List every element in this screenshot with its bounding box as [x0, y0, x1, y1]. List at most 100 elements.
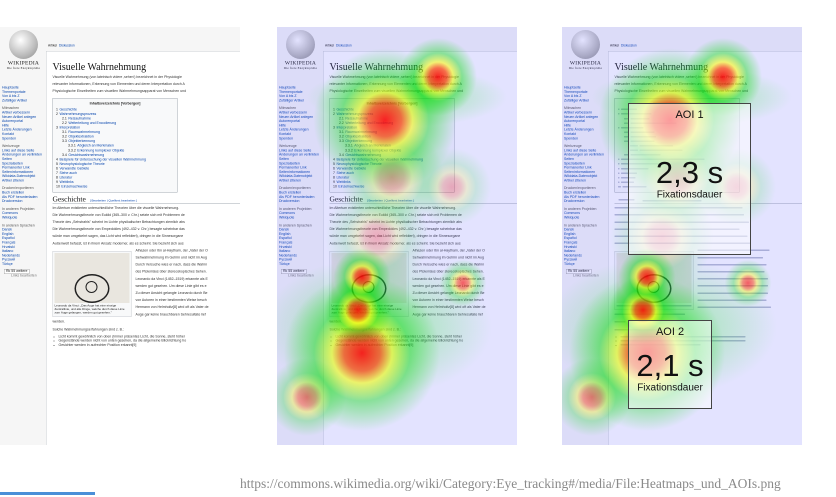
sidebar-link[interactable]: Spenden [2, 136, 17, 141]
toc-item[interactable]: 3.3 Objekterkennung [56, 139, 174, 144]
sidebar-link[interactable]: Links auf diese Seite [2, 148, 35, 153]
sidebar-link[interactable]: Permanenter Link [2, 166, 30, 170]
toc-item[interactable]: 3.4 Gesichtswahrnehmung [56, 153, 174, 158]
sidebar-link[interactable]: Wikiquote [564, 216, 580, 220]
edit-links-link[interactable]: Links bearbeiten [288, 274, 314, 278]
sidebar-link[interactable]: Wikidata-Datenobjekt [2, 174, 36, 179]
sidebar-link[interactable]: Artikel zitieren [564, 178, 586, 183]
sidebar-link[interactable]: Hrvatski [2, 245, 15, 249]
sidebar-link[interactable]: Druckversion [2, 199, 23, 204]
toc-number: 1 [56, 107, 58, 112]
sidebar-link[interactable]: Änderungen an verlinkten Seiten [279, 153, 319, 161]
toc-label: Einzelnachweise [338, 185, 365, 189]
paragraph: werden gut gesehen. Um diese Linie gibt … [135, 284, 207, 288]
edit-links-link[interactable]: Links bearbeiten [11, 274, 37, 278]
toc-title[interactable]: Inhaltsverzeichnis [Verbergen] [89, 101, 141, 106]
toc-item[interactable]: 1 Geschichte [56, 107, 174, 112]
sidebar-link[interactable]: Italiano [2, 249, 14, 254]
sidebar-link[interactable]: Türkçe [279, 262, 290, 266]
eye-diagram-image[interactable] [331, 252, 407, 303]
wikipedia-logo[interactable]: WIKIPEDIA Die freie Enzyklopädie [283, 30, 318, 70]
toc-item[interactable]: 2.1 Reizaufnahme [56, 116, 174, 121]
sidebar-link[interactable]: Hauptseite [2, 86, 19, 90]
tab-1[interactable]: Diskussion [336, 44, 352, 48]
sidebar-link[interactable]: Seiteninformationen [2, 170, 34, 174]
toc-item[interactable]: 3.3.2 Erkennung komplexer Objekte [56, 148, 174, 153]
toc-number: 9 [333, 180, 335, 185]
sidebar-link[interactable]: Русский [2, 258, 15, 262]
sidebar-link[interactable]: Als PDF herunterladen [2, 195, 38, 199]
text-placeholder-line [618, 172, 620, 174]
sidebar-link[interactable]: Dansk [2, 228, 12, 232]
paragraph: Außenwelt befasst, ist in ihrem Ansatz m… [52, 241, 184, 246]
toc-item[interactable]: 5 Neurophysiologische Theorie [56, 162, 174, 167]
sidebar-link[interactable]: Druckversion [279, 199, 300, 204]
sidebar-link[interactable]: Zufälliger Artikel [564, 98, 589, 103]
toc-item[interactable]: 10 Einzelnachweise [333, 185, 451, 190]
toc-item[interactable]: 3 Interpretation [56, 126, 174, 131]
tab-0[interactable]: Artikel [48, 44, 58, 48]
tab-1[interactable]: Diskussion [59, 44, 75, 48]
sidebar-link[interactable]: Druckversion [564, 199, 585, 204]
sidebar-link[interactable]: Artikel zitieren [2, 178, 24, 183]
sidebar-link[interactable]: Nederlands [2, 253, 20, 258]
eye-diagram-image[interactable] [616, 252, 692, 303]
more-languages-button[interactable]: Rk 55 weitere [4, 268, 30, 275]
sidebar-link[interactable]: Spenden [564, 136, 579, 141]
sidebar-link[interactable]: Wikiquote [279, 216, 295, 220]
toc-item[interactable]: 3.3.1 Abgleich an Merkmalen [56, 144, 174, 149]
article-content: Visuelle Wahrnehmung Visuelle Wahrnehmung… [323, 51, 517, 445]
sidebar-link[interactable]: Wikiquote [2, 216, 18, 220]
toc-item[interactable]: 2.2 Weiterleitung und Encodierung [56, 121, 174, 126]
sidebar-link[interactable]: Türkçe [564, 262, 575, 266]
tab-1[interactable]: Diskussion [621, 44, 637, 48]
toc-item[interactable]: 4 Beispiele für Untersuchung der visuelle… [56, 157, 174, 162]
section-edit-link[interactable]: [ Bearbeiten | Quelltext bearbeiten ] [89, 199, 137, 203]
wikipedia-logo[interactable]: WIKIPEDIA Die freie Enzyklopädie [6, 30, 41, 70]
sidebar-link[interactable]: Änderungen an verlinkten Seiten [564, 153, 604, 161]
image-thumbnail[interactable] [614, 250, 694, 310]
intro-paragraph: relevanter Informationen, Erkennung von … [52, 82, 185, 87]
sidebar-link[interactable]: Kontakt [2, 132, 14, 136]
toc-item[interactable]: 3.2 Objektextraktion [56, 135, 174, 140]
sidebar-link[interactable]: Themenportale [2, 90, 26, 94]
sidebar-link[interactable]: Spenden [279, 136, 294, 141]
sidebar-link[interactable]: Commons [2, 211, 18, 216]
text-placeholder-line [614, 313, 685, 316]
sidebar-link[interactable]: Türkçe [2, 262, 13, 266]
toc-number [618, 108, 620, 112]
image-thumbnail[interactable]: Leonardo da Vinci: „Das Auge hat eine ei… [329, 250, 409, 317]
sidebar-link[interactable]: Artikel zitieren [279, 178, 301, 183]
toc-item[interactable]: 8 Literatur [56, 176, 174, 181]
wikipedia-logo[interactable]: WIKIPEDIA Die freie Enzyklopädie [568, 30, 603, 70]
sidebar-link[interactable]: Von A bis Z [2, 94, 20, 99]
toc-item[interactable]: 7 Siehe auch [56, 171, 174, 176]
sidebar-heading: In anderen Sprachen [2, 223, 35, 228]
sidebar-link[interactable]: Änderungen an verlinkten Seiten [2, 153, 42, 161]
toc-item[interactable]: 6 Verwandte Gebiete [56, 166, 174, 171]
sidebar-link[interactable]: Zufälliger Artikel [2, 98, 27, 103]
sidebar-link[interactable]: Hilfe [2, 123, 10, 128]
image-thumbnail[interactable]: Leonardo da Vinci: „Das Auge hat eine ei… [52, 250, 132, 317]
sidebar-link[interactable]: English [2, 232, 14, 236]
sidebar-link[interactable]: Artikel verbessern [2, 110, 31, 115]
sidebar-link[interactable]: Spezialseiten [2, 161, 23, 166]
toc-item[interactable]: 2 Wahrnehmungsprozess [56, 112, 174, 117]
sidebar-link[interactable]: Letzte Änderungen [2, 128, 32, 132]
tab-0[interactable]: Artikel [610, 44, 620, 48]
sidebar-link[interactable]: Neuen Artikel anlegen [2, 115, 37, 119]
toc-item[interactable]: 9 Weblinks [56, 180, 174, 185]
edit-links-link[interactable]: Links bearbeiten [573, 274, 599, 278]
tab-0[interactable]: Artikel [325, 44, 335, 48]
sidebar-link[interactable]: Buch erstellen [2, 191, 25, 195]
toc-title[interactable]: Inhaltsverzeichnis [Verbergen] [366, 101, 418, 106]
toc-item[interactable]: 10 Einzelnachweise [56, 185, 174, 190]
sidebar-link[interactable]: Zufälliger Artikel [279, 98, 304, 103]
page-title: Visuelle Wahrnehmung [614, 61, 709, 73]
sidebar-link[interactable]: Autorenportal [2, 119, 24, 124]
section-edit-link[interactable]: [ Bearbeiten | Quelltext bearbeiten ] [366, 199, 414, 203]
toc-item[interactable]: 3.1 Raumwahrnehmung [56, 130, 174, 135]
sidebar-link[interactable]: Español [2, 236, 15, 241]
sidebar-link[interactable]: Français [2, 241, 16, 245]
eye-diagram-image[interactable] [54, 252, 130, 303]
